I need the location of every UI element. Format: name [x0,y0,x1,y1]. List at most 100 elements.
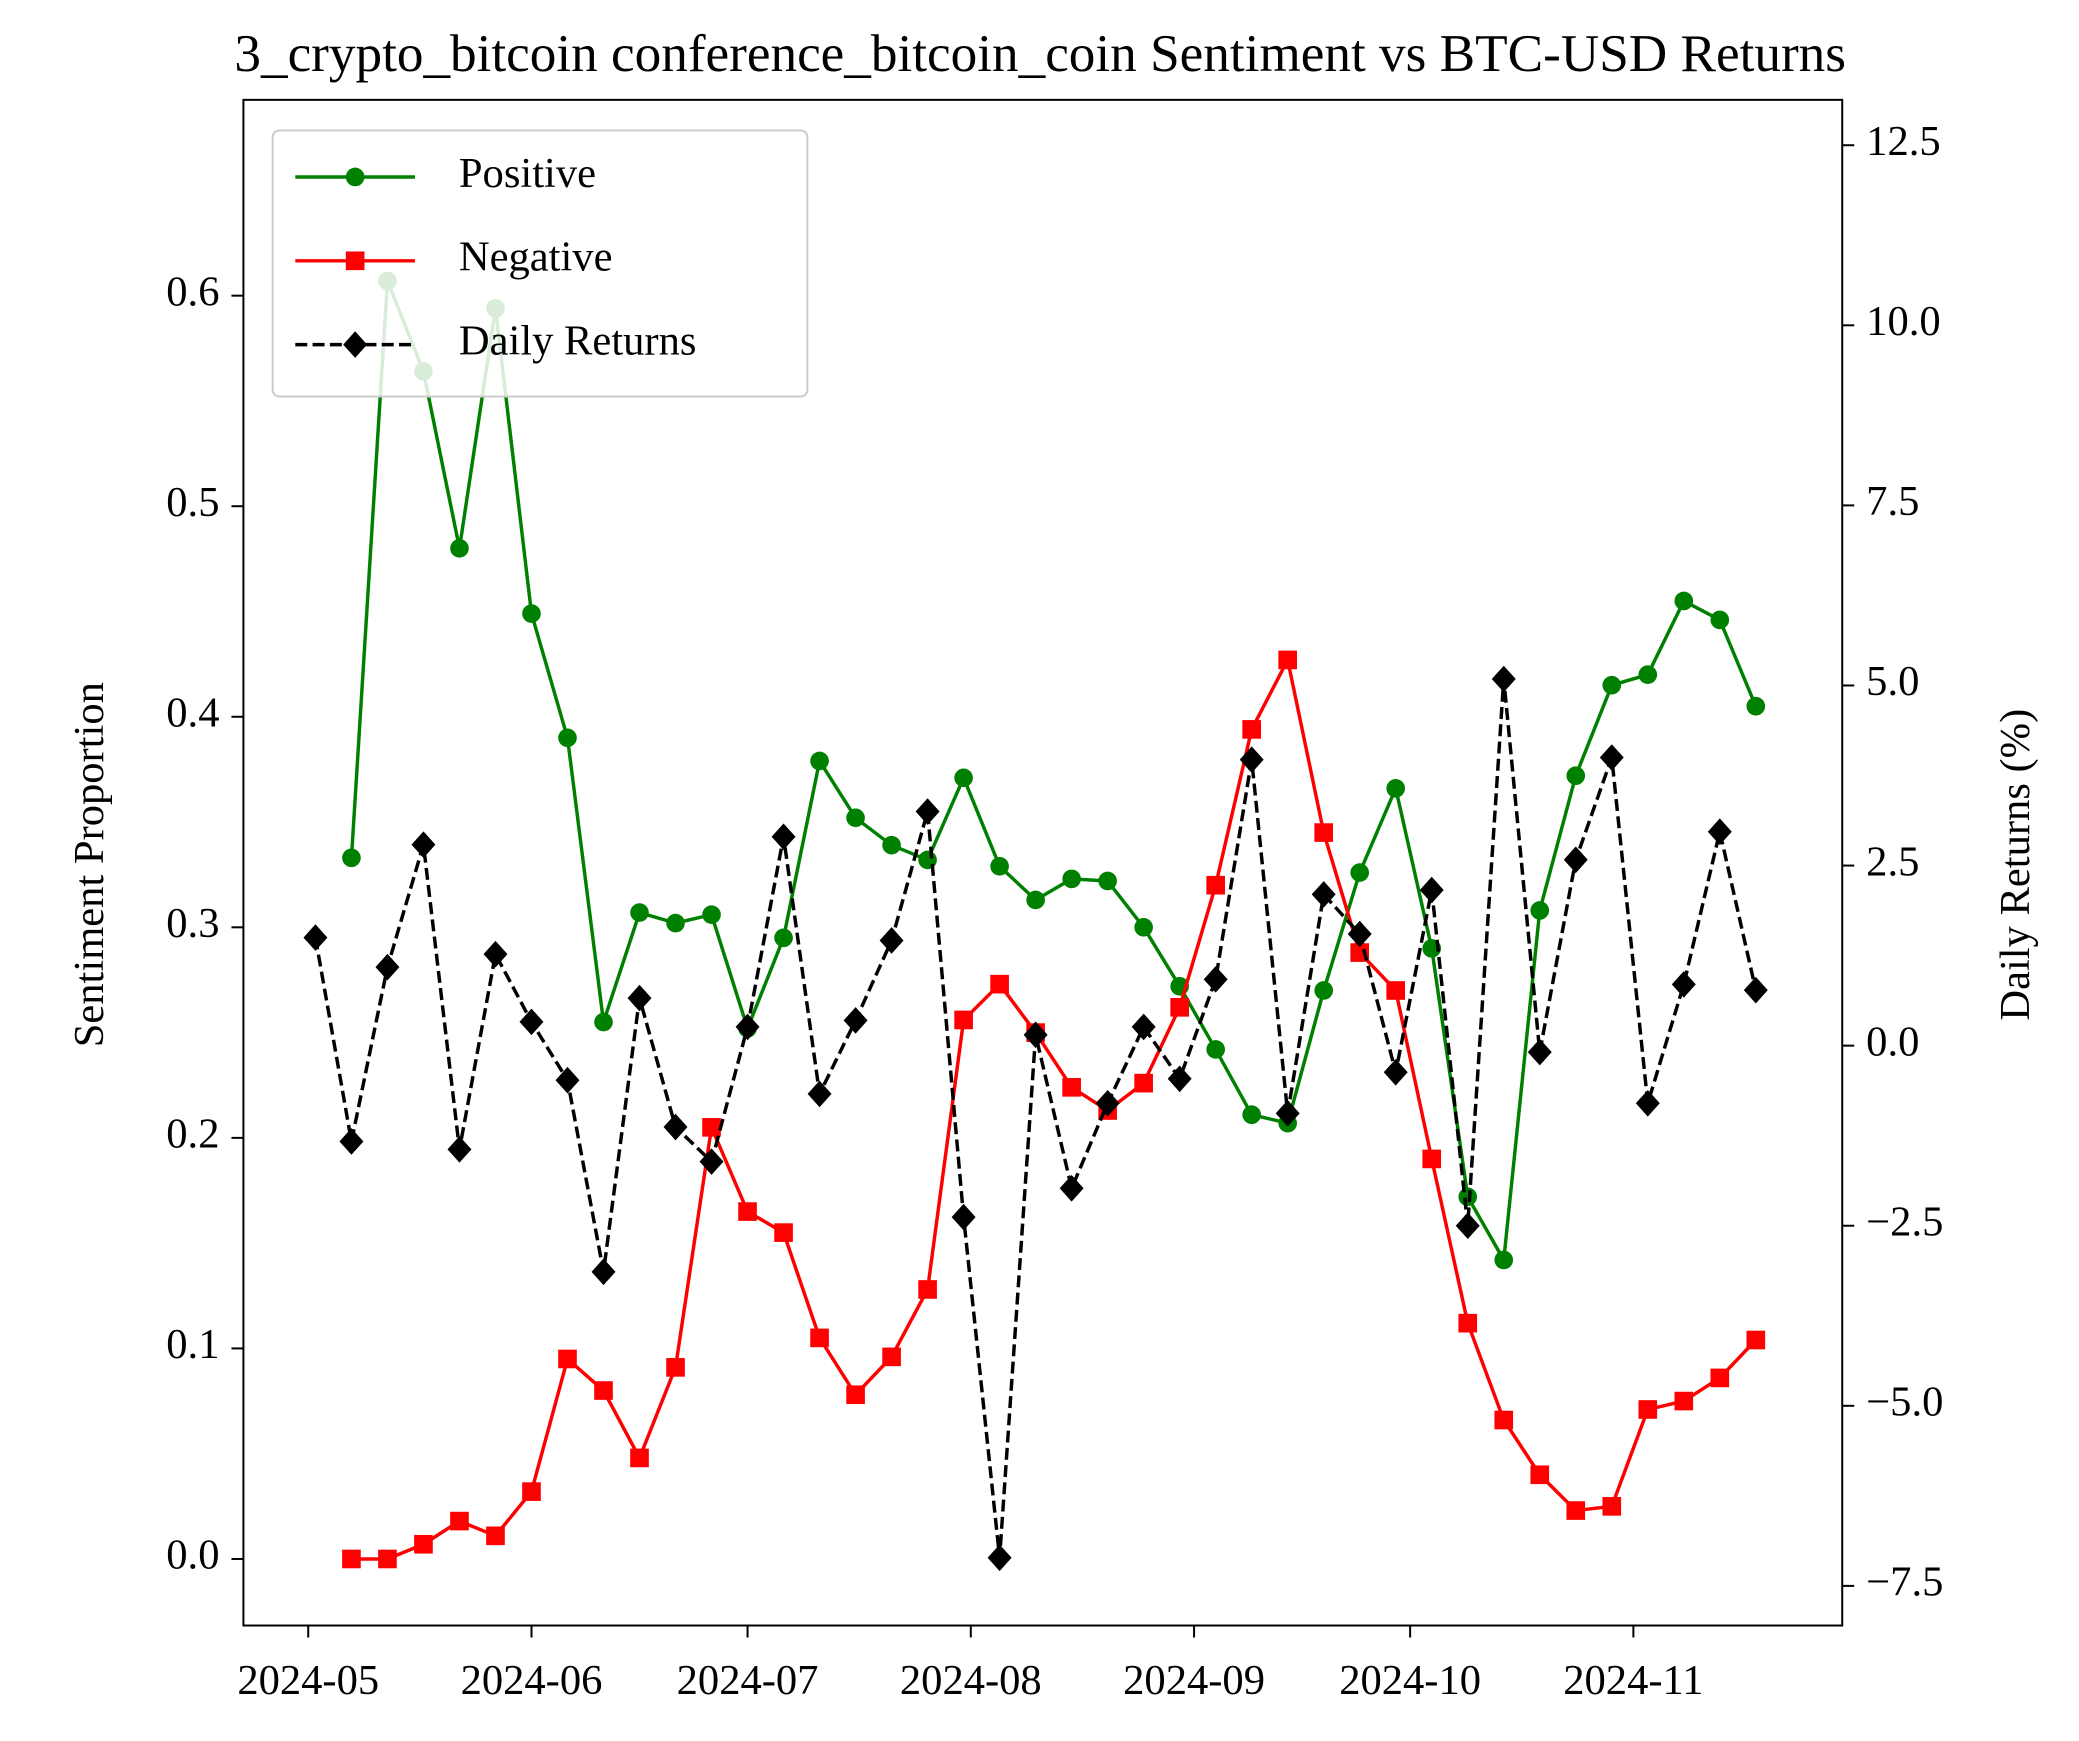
marker [1419,876,1444,904]
y-tick-label: 0.0 [166,1532,219,1579]
marker [1458,1187,1478,1207]
marker [1566,766,1586,786]
y-tick-label: 0.5 [166,479,219,526]
y2-tick-label: 10.0 [1866,298,1940,345]
marker [594,1012,613,1032]
marker [1494,1250,1514,1270]
marker [846,808,865,828]
plot-frame [242,98,1844,1627]
marker [486,1526,505,1546]
marker [558,728,577,748]
marker [1710,610,1730,630]
series-line [351,658,1758,1561]
marker [1095,1089,1120,1117]
marker [342,848,361,868]
marker [303,924,328,951]
marker [918,1280,937,1299]
marker [666,913,685,933]
marker [1674,591,1694,611]
marker [1746,696,1766,716]
marker [1239,746,1264,773]
marker [411,831,436,858]
marker [1314,823,1334,842]
marker [1671,971,1696,998]
marker [450,1511,469,1531]
marker [738,1202,757,1221]
marker [774,1223,793,1242]
y2-tick-label: −5.0 [1866,1379,1943,1426]
legend-label: Positive [459,150,596,197]
legend-box [271,129,809,398]
chart-title: 3_crypto_bitcoin conference_bitcoin_coin… [234,24,1846,83]
marker [1710,1368,1730,1388]
marker [987,1544,1012,1572]
marker [558,1349,577,1369]
series-line [349,279,1758,1262]
marker [771,823,796,851]
marker [1746,1330,1766,1350]
marker [1386,779,1406,798]
marker [1206,875,1225,895]
x-tick-label: 2024-11 [1563,1657,1703,1704]
marker [951,1203,976,1231]
marker [1026,890,1045,910]
y2-axis-label: Daily Returns (%) [1992,709,2039,1021]
marker [1242,720,1261,739]
marker [882,1347,901,1367]
marker [1134,1073,1153,1093]
marker [702,1118,721,1137]
marker [594,1381,613,1400]
marker [1530,1465,1550,1485]
marker [810,1328,829,1348]
marker [1491,665,1516,693]
marker [1062,869,1081,889]
marker [666,1358,685,1377]
marker [450,539,469,558]
marker [1455,1212,1480,1240]
marker [846,1385,865,1405]
marker [1386,981,1406,1000]
marker [1170,998,1189,1017]
marker [1599,744,1624,771]
y2-tick-label: 0.0 [1866,1018,1919,1065]
marker [702,905,721,924]
y-tick-label: 0.6 [166,268,219,315]
y2-tick-label: −2.5 [1866,1198,1943,1245]
x-tick-label: 2024-07 [677,1657,819,1704]
marker [1566,1501,1586,1520]
marker [1350,863,1370,882]
legend-label: Daily Returns [459,317,697,364]
marker [1314,981,1334,1000]
marker [343,331,368,358]
marker [810,751,829,771]
y-tick-label: 0.3 [166,900,219,947]
marker [378,1549,397,1569]
marker [1602,1497,1622,1516]
marker [1635,1089,1660,1117]
x-tick-label: 2024-05 [237,1657,379,1704]
marker [630,1448,649,1468]
y-tick-label: 0.1 [166,1321,219,1368]
marker [990,856,1009,876]
marker [1638,665,1658,684]
marker [1674,1391,1694,1411]
y-tick-label: 0.2 [166,1111,219,1158]
marker [1134,918,1153,937]
x-tick-label: 2024-06 [461,1657,603,1704]
marker [630,903,649,922]
marker [342,1549,361,1569]
marker [1743,976,1768,1004]
marker [483,940,508,968]
marker [1203,966,1228,993]
x-tick-label: 2024-09 [1123,1657,1265,1704]
marker [414,1534,433,1554]
marker [1422,1149,1442,1169]
x-tick-label: 2024-10 [1339,1657,1481,1704]
marker [1707,818,1732,846]
marker [1530,901,1550,920]
marker [1242,1105,1261,1125]
marker [345,251,365,271]
marker [1563,846,1588,874]
marker [915,798,940,825]
